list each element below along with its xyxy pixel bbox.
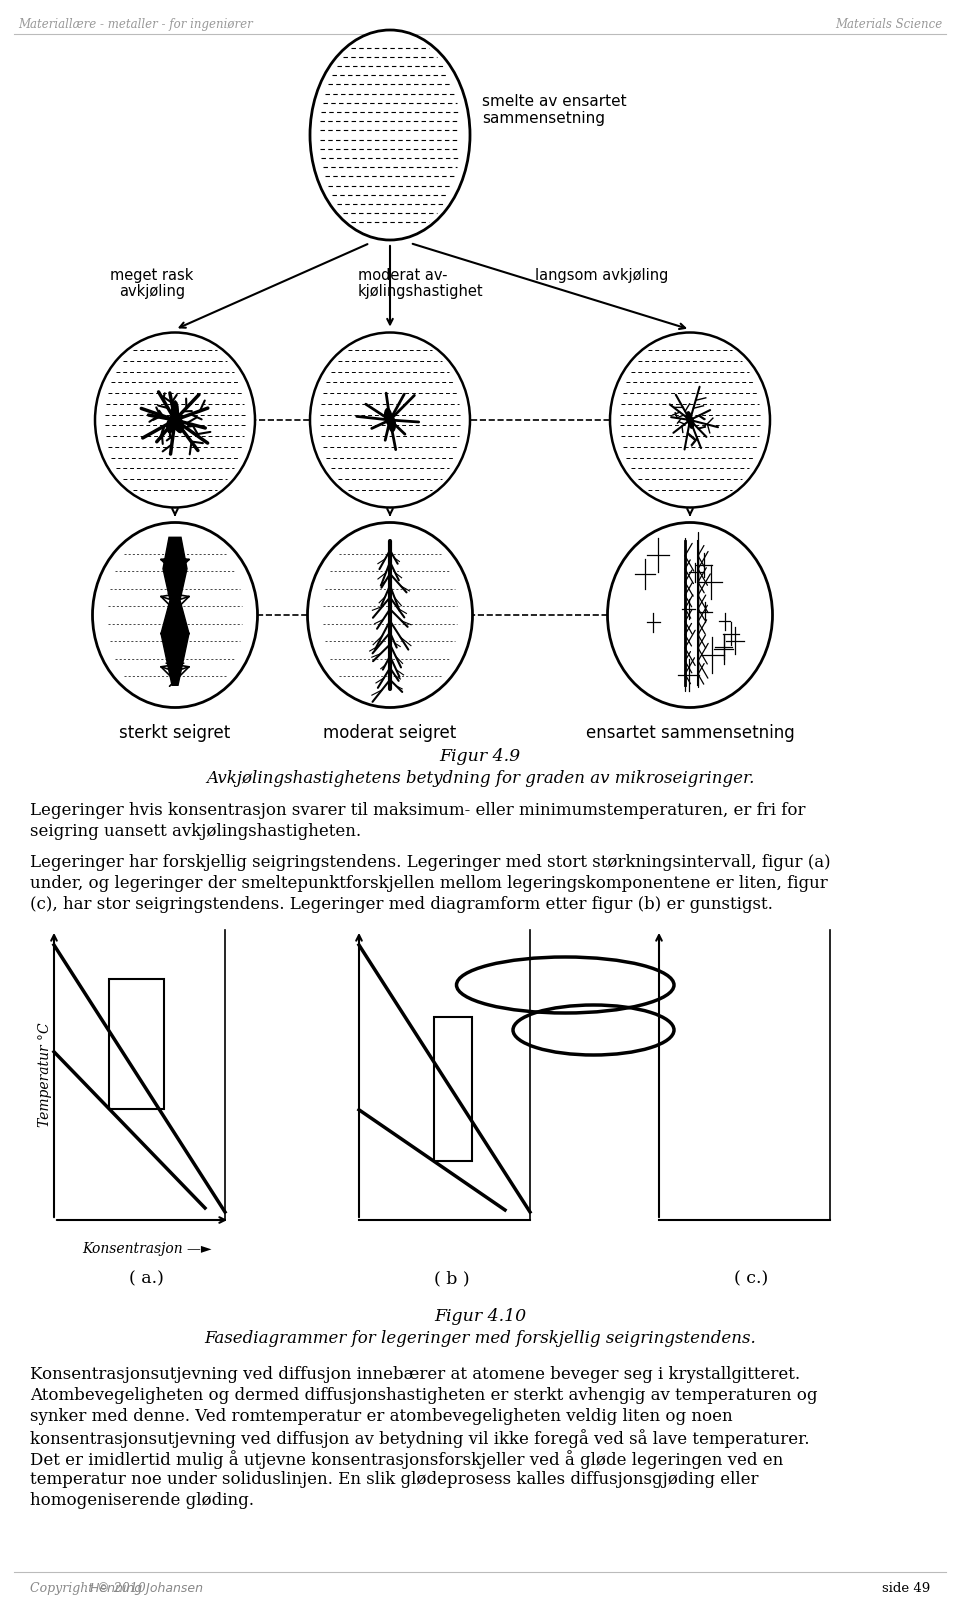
Text: ( b ): ( b ) bbox=[434, 1270, 469, 1287]
Text: smelte av ensartet
sammensetning: smelte av ensartet sammensetning bbox=[482, 93, 627, 127]
Polygon shape bbox=[166, 400, 184, 433]
Ellipse shape bbox=[310, 332, 470, 507]
Text: Fasediagrammer for legeringer med forskjellig seigringstendens.: Fasediagrammer for legeringer med forskj… bbox=[204, 1331, 756, 1347]
Text: avkjøling: avkjøling bbox=[119, 284, 185, 299]
Text: seigring uansett avkjølingshastigheten.: seigring uansett avkjølingshastigheten. bbox=[30, 823, 361, 839]
Text: konsentrasjonsutjevning ved diffusjon av betydning vil ikke foregå ved så lave t: konsentrasjonsutjevning ved diffusjon av… bbox=[30, 1428, 809, 1448]
Text: Legeringer hvis konsentrasjon svarer til maksimum- eller minimumstemperaturen, e: Legeringer hvis konsentrasjon svarer til… bbox=[30, 802, 805, 819]
Text: Temperatur °C: Temperatur °C bbox=[38, 1022, 52, 1127]
Text: under, og legeringer der smeltepunktforskjellen mellom legeringskomponentene er : under, og legeringer der smeltepunktfors… bbox=[30, 875, 828, 892]
Text: side 49: side 49 bbox=[881, 1583, 930, 1595]
Text: Figur 4.10: Figur 4.10 bbox=[434, 1308, 526, 1326]
Bar bbox=[109, 979, 164, 1109]
Text: Materials Science: Materials Science bbox=[835, 18, 942, 30]
Text: kjølingshastighet: kjølingshastighet bbox=[358, 284, 484, 299]
Ellipse shape bbox=[310, 30, 470, 241]
Text: Henning Johansen: Henning Johansen bbox=[90, 1583, 203, 1595]
Text: temperatur noe under soliduslinjen. En slik glødeprosess kalles diffusjonsgjødin: temperatur noe under soliduslinjen. En s… bbox=[30, 1472, 758, 1488]
Text: sterkt seigret: sterkt seigret bbox=[119, 724, 230, 742]
Ellipse shape bbox=[608, 523, 773, 708]
Polygon shape bbox=[685, 411, 694, 429]
Text: langsom avkjøling: langsom avkjøling bbox=[535, 268, 668, 282]
Text: moderat seigret: moderat seigret bbox=[324, 724, 457, 742]
Text: homogeniserende gløding.: homogeniserende gløding. bbox=[30, 1493, 254, 1509]
Text: Legeringer har forskjellig seigringstendens. Legeringer med stort størkningsinte: Legeringer har forskjellig seigringstend… bbox=[30, 854, 830, 872]
Text: meget rask: meget rask bbox=[110, 268, 194, 282]
Text: ( c.): ( c.) bbox=[734, 1270, 769, 1287]
Text: Materiallære - metaller - for ingeniører: Materiallære - metaller - for ingeniører bbox=[18, 18, 252, 30]
Text: Konsentrasjon —►: Konsentrasjon —► bbox=[82, 1242, 211, 1257]
Polygon shape bbox=[161, 538, 189, 685]
Text: Figur 4.9: Figur 4.9 bbox=[440, 748, 520, 766]
Text: ( a.): ( a.) bbox=[129, 1270, 164, 1287]
Ellipse shape bbox=[307, 523, 472, 708]
Text: Copyright © 2010: Copyright © 2010 bbox=[30, 1583, 146, 1595]
Ellipse shape bbox=[92, 523, 257, 708]
Ellipse shape bbox=[95, 332, 255, 507]
Bar bbox=[434, 1018, 472, 1162]
Ellipse shape bbox=[610, 332, 770, 507]
Text: Avkjølingshastighetens betydning for graden av mikroseigringer.: Avkjølingshastighetens betydning for gra… bbox=[205, 770, 755, 786]
Text: synker med denne. Ved romtemperatur er atombevegeligheten veldig liten og noen: synker med denne. Ved romtemperatur er a… bbox=[30, 1408, 732, 1425]
Text: Konsentrasjonsutjevning ved diffusjon innebærer at atomene beveger seg i krystal: Konsentrasjonsutjevning ved diffusjon in… bbox=[30, 1366, 800, 1384]
Text: Det er imidlertid mulig å utjevne konsentrasjonsforskjeller ved å gløde legering: Det er imidlertid mulig å utjevne konsen… bbox=[30, 1449, 783, 1469]
Text: Atombevegeligheten og dermed diffusjonshastigheten er sterkt avhengig av tempera: Atombevegeligheten og dermed diffusjonsh… bbox=[30, 1387, 818, 1404]
Text: (c), har stor seigringstendens. Legeringer med diagramform etter figur (b) er gu: (c), har stor seigringstendens. Legering… bbox=[30, 896, 773, 913]
Polygon shape bbox=[384, 408, 396, 432]
Text: moderat av-: moderat av- bbox=[358, 268, 447, 282]
Text: ensartet sammensetning: ensartet sammensetning bbox=[586, 724, 794, 742]
